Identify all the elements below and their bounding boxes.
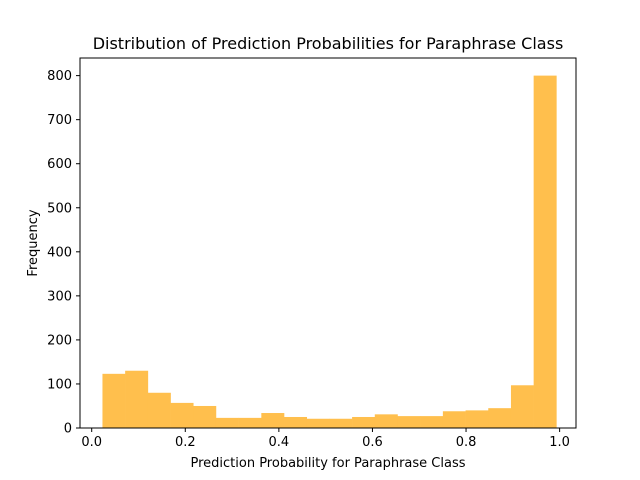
histogram-bar-7 [261,413,285,428]
x-tick-label: 0.6 [362,435,383,450]
x-ticks-group: 0.0 0.2 0.4 0.6 0.8 1.0 [81,428,570,450]
histogram-bar-14 [420,416,444,428]
histogram-bar-18 [510,385,534,428]
x-tick-label: 0.8 [456,435,477,450]
y-ticks-group: 0 100 200 300 400 500 600 700 800 [47,69,80,437]
histogram-bar-4 [193,405,217,428]
histogram-bar-8 [284,416,308,428]
histogram-bar-19 [533,75,557,428]
plot-frame [79,57,577,429]
x-tick-label: 1.0 [549,435,570,450]
histogram-bar-13 [397,416,421,428]
y-tick-label: 500 [47,201,72,216]
histogram-bar-5 [215,417,239,428]
y-tick-label: 300 [47,289,72,304]
x-tick-label: 0.2 [175,435,196,450]
y-tick-label: 700 [47,113,72,128]
histogram-bar-6 [238,417,262,428]
y-axis-label: Frequency [26,209,41,276]
y-tick-label: 600 [47,157,72,172]
chart-title: Distribution of Prediction Probabilities… [93,34,564,53]
histogram-bar-9 [306,418,330,428]
histogram-bar-17 [488,408,512,428]
histogram-bar-10 [329,418,353,428]
histogram-bar-11 [352,416,376,428]
histogram-bar-16 [465,410,489,428]
x-tick-label: 0.0 [81,435,102,450]
y-tick-label: 800 [47,69,72,84]
histogram-bar-2 [147,392,171,428]
bars-group [102,75,557,428]
y-tick-label: 0 [64,422,72,437]
x-tick-label: 0.4 [269,435,290,450]
histogram-bar-1 [125,370,149,428]
y-tick-label: 400 [47,245,72,260]
histogram-bar-12 [374,414,398,428]
histogram-bar-15 [442,411,466,428]
histogram-bar-3 [170,402,194,428]
histogram-bar-0 [102,373,126,428]
y-tick-label: 200 [47,333,72,348]
y-tick-label: 100 [47,377,72,392]
x-axis-label: Prediction Probability for Paraphrase Cl… [190,456,465,471]
